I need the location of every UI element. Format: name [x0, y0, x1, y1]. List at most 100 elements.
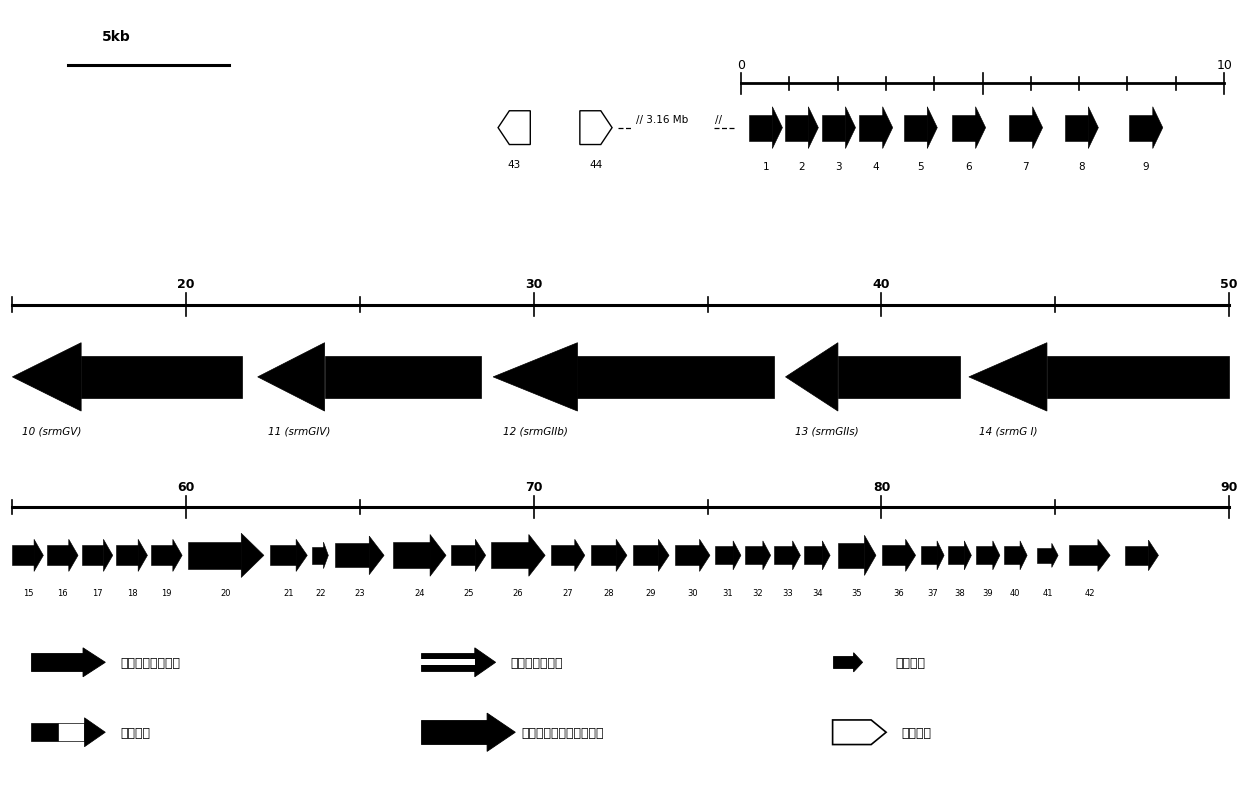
- Bar: [859, 116, 882, 141]
- Bar: [58, 724, 84, 741]
- Polygon shape: [616, 540, 627, 572]
- Bar: [421, 654, 475, 671]
- Bar: [31, 724, 58, 741]
- Text: 70: 70: [525, 480, 543, 493]
- Bar: [312, 548, 323, 564]
- Bar: [47, 546, 68, 565]
- Polygon shape: [1152, 108, 1162, 149]
- Polygon shape: [12, 344, 82, 411]
- Bar: [451, 546, 476, 565]
- Polygon shape: [975, 108, 986, 149]
- Bar: [1064, 116, 1088, 141]
- Text: 35: 35: [851, 588, 862, 597]
- Text: 23: 23: [354, 588, 364, 597]
- Text: 31: 31: [722, 588, 733, 597]
- Bar: [748, 116, 772, 141]
- Text: 大环骨架合成及修饰基因: 大环骨架合成及修饰基因: [522, 726, 605, 739]
- Polygon shape: [476, 540, 486, 572]
- Text: 7: 7: [1022, 161, 1030, 171]
- Text: 5kb: 5kb: [102, 31, 130, 44]
- Text: 3: 3: [835, 161, 843, 171]
- Bar: [804, 547, 823, 565]
- Polygon shape: [927, 108, 937, 149]
- Polygon shape: [845, 108, 855, 149]
- Polygon shape: [763, 541, 771, 570]
- Polygon shape: [68, 540, 78, 572]
- Text: 4: 4: [872, 161, 880, 171]
- Polygon shape: [1098, 540, 1110, 572]
- Polygon shape: [296, 540, 307, 572]
- Bar: [491, 543, 529, 569]
- Bar: [82, 357, 242, 398]
- Polygon shape: [84, 718, 105, 747]
- Bar: [12, 546, 35, 565]
- Text: 40: 40: [872, 278, 890, 291]
- Polygon shape: [906, 540, 916, 572]
- Polygon shape: [964, 541, 971, 570]
- Polygon shape: [1149, 540, 1158, 571]
- Text: 糖基合成相关基因: 糖基合成相关基因: [120, 656, 180, 669]
- Polygon shape: [823, 541, 830, 570]
- Bar: [838, 357, 960, 398]
- Polygon shape: [700, 540, 710, 572]
- Polygon shape: [258, 344, 325, 411]
- Polygon shape: [529, 535, 545, 577]
- Text: 42: 42: [1084, 588, 1095, 597]
- Text: 8: 8: [1078, 161, 1085, 171]
- Text: 26: 26: [513, 588, 523, 597]
- Bar: [838, 543, 865, 569]
- Text: 21: 21: [284, 588, 294, 597]
- Text: //: //: [715, 116, 722, 125]
- Bar: [325, 357, 481, 398]
- Bar: [591, 546, 616, 565]
- Polygon shape: [475, 648, 496, 677]
- Bar: [1069, 546, 1098, 565]
- Polygon shape: [493, 344, 577, 411]
- Bar: [82, 546, 104, 565]
- Text: 11 (srmGIV): 11 (srmGIV): [268, 426, 330, 436]
- Text: 13 (srmGIIs): 13 (srmGIIs): [795, 426, 859, 436]
- Text: 10 (srmGV): 10 (srmGV): [22, 426, 82, 436]
- Bar: [270, 546, 296, 565]
- Text: 50: 50: [1220, 278, 1238, 291]
- Text: 44: 44: [590, 160, 602, 169]
- Bar: [31, 654, 83, 671]
- Text: 80: 80: [872, 480, 890, 493]
- Bar: [774, 547, 793, 565]
- Bar: [833, 657, 854, 668]
- Polygon shape: [1052, 544, 1058, 568]
- Text: 6: 6: [965, 161, 973, 171]
- Bar: [903, 116, 927, 141]
- Polygon shape: [882, 108, 892, 149]
- Text: 20: 20: [177, 278, 195, 291]
- Polygon shape: [733, 541, 741, 570]
- Bar: [715, 547, 733, 565]
- Text: 24: 24: [414, 588, 425, 597]
- Bar: [948, 547, 964, 565]
- Bar: [551, 546, 575, 565]
- Text: 32: 32: [752, 588, 763, 597]
- Text: 39: 39: [983, 588, 994, 597]
- Text: 糖基转移酶基因: 糖基转移酶基因: [510, 656, 563, 669]
- Text: // 3.16 Mb: // 3.16 Mb: [636, 116, 688, 125]
- Polygon shape: [854, 653, 862, 672]
- Bar: [577, 357, 774, 398]
- Text: 14 (srmG I): 14 (srmG I): [979, 426, 1037, 436]
- Polygon shape: [833, 720, 886, 744]
- Text: 调控基因: 调控基因: [896, 656, 926, 669]
- Text: 33: 33: [782, 588, 793, 597]
- Polygon shape: [992, 541, 1000, 570]
- Bar: [393, 543, 430, 569]
- Polygon shape: [580, 112, 612, 145]
- Text: 28: 28: [603, 588, 615, 597]
- Bar: [1130, 116, 1152, 141]
- Text: 27: 27: [563, 588, 574, 597]
- Text: 12 (srmGIIb): 12 (srmGIIb): [503, 426, 567, 436]
- Polygon shape: [793, 541, 800, 570]
- Polygon shape: [865, 536, 876, 576]
- Polygon shape: [772, 108, 783, 149]
- Text: 19: 19: [161, 588, 172, 597]
- Bar: [1037, 548, 1052, 563]
- Polygon shape: [83, 648, 105, 677]
- Text: 15: 15: [22, 588, 33, 597]
